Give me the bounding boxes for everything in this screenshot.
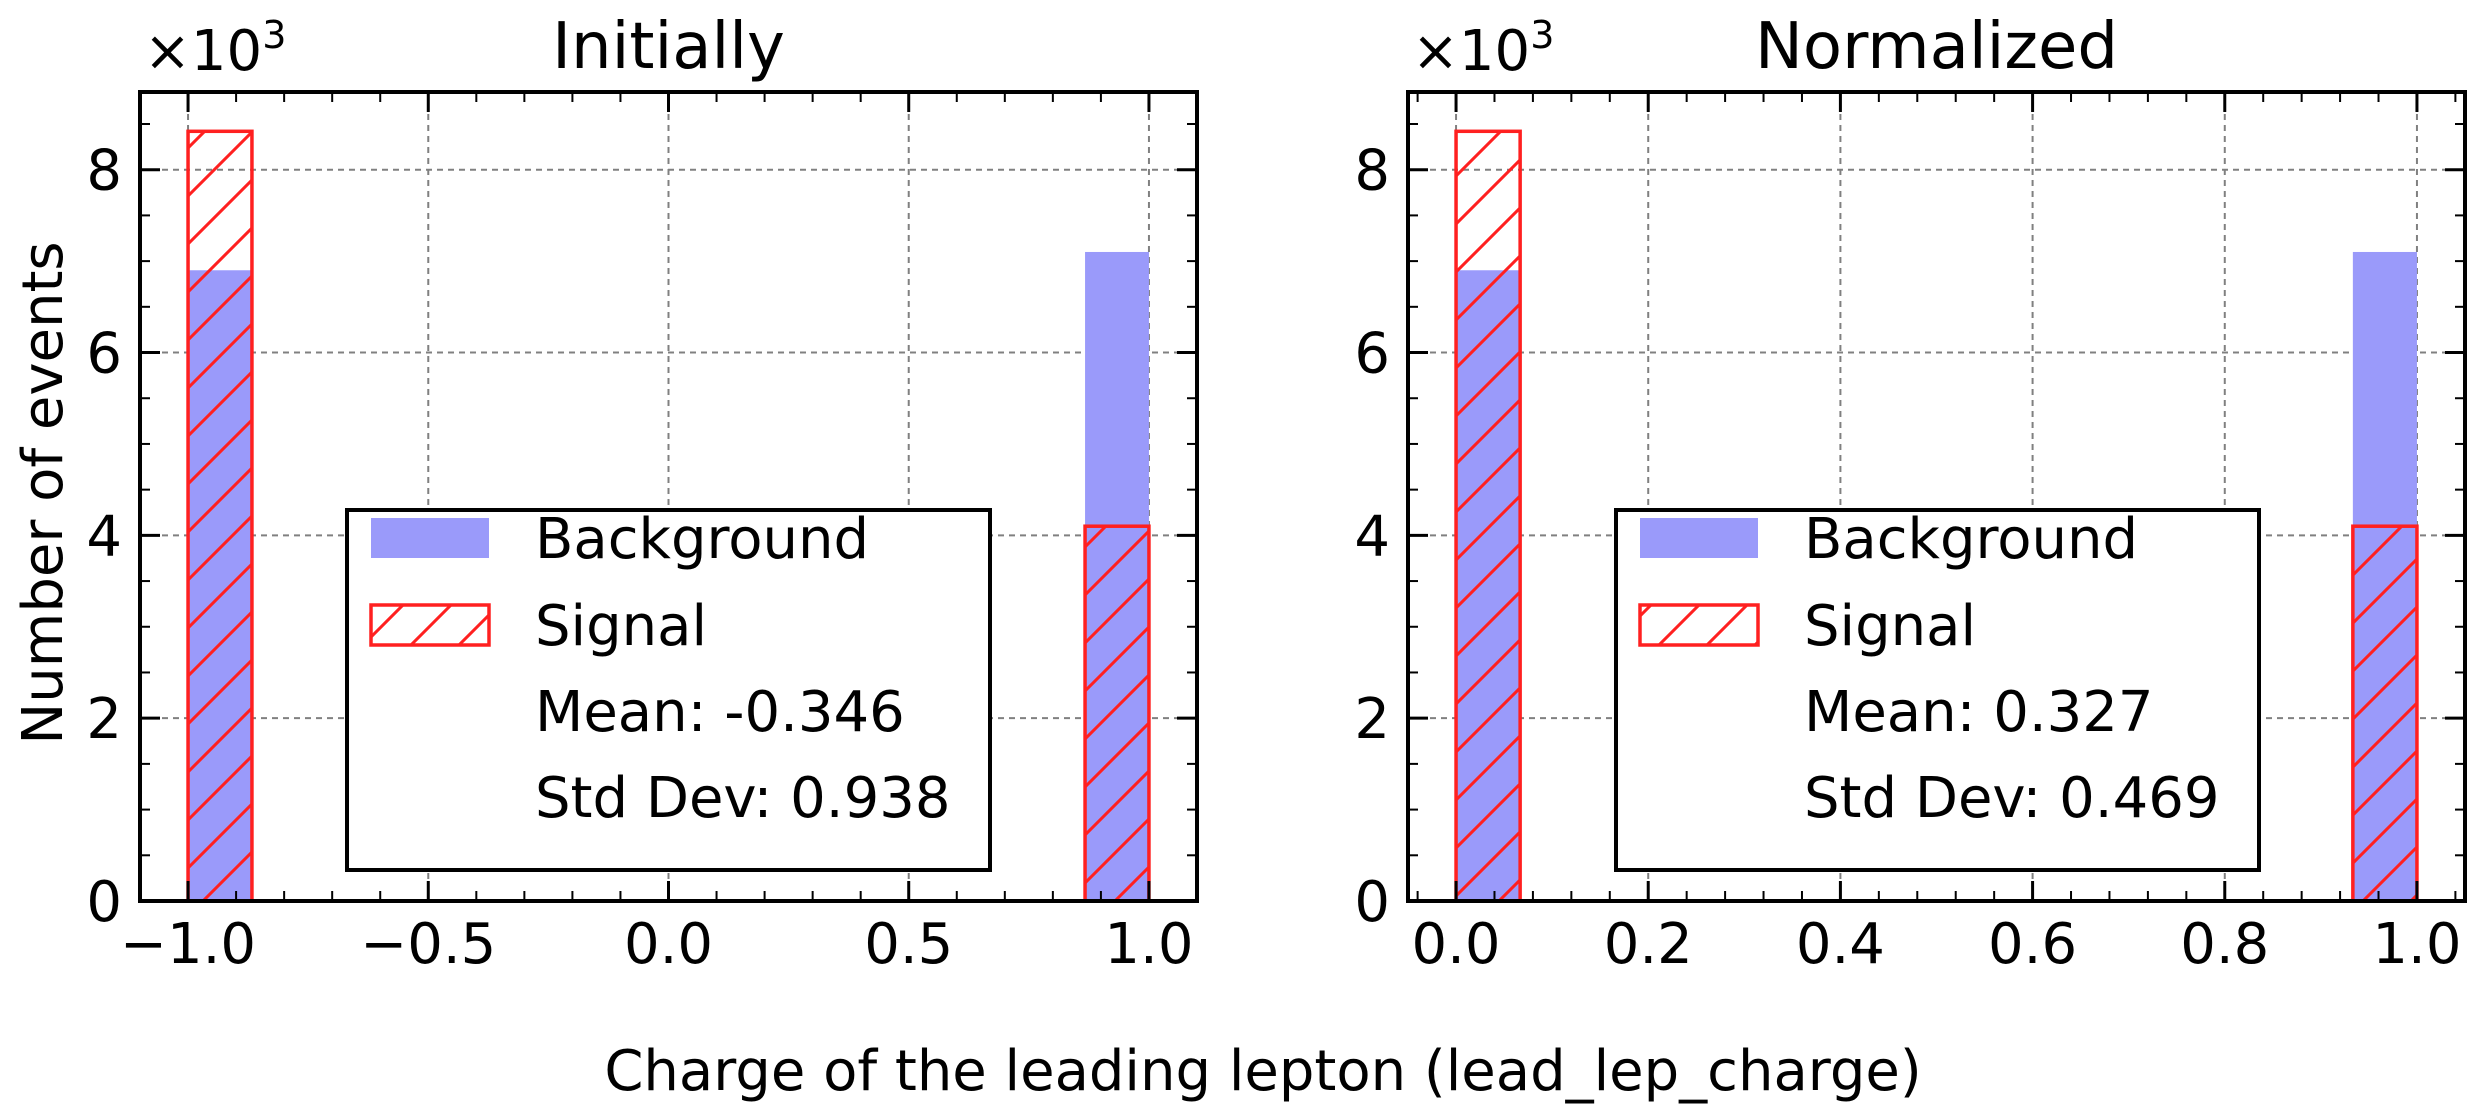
x-tick-label: 0.2 xyxy=(1604,912,1693,977)
x-tick-label: −1.0 xyxy=(120,912,256,977)
y-tick-label: 6 xyxy=(1354,322,1390,387)
signal-bar xyxy=(1083,524,1151,903)
y-tick-label: 6 xyxy=(86,322,122,387)
x-tick-label: 0.0 xyxy=(624,912,713,977)
legend-label-background: Background xyxy=(535,507,869,572)
legend-swatch-signal xyxy=(1638,603,1760,647)
legend-swatch-background xyxy=(1640,518,1758,558)
chart-title: Initially xyxy=(552,10,785,84)
y-tick-label: 0 xyxy=(1354,870,1390,935)
legend-box xyxy=(1614,508,2261,872)
chart-panel-normalized: 0.0 0.2 0.4 0.6 0.8 1.0 0 2 4 6 8 ×103 Normalized Bac… xyxy=(1354,10,2467,977)
x-tick-label: 0.5 xyxy=(864,912,953,977)
axes-frame xyxy=(1406,90,2467,903)
axes-frame xyxy=(138,90,1199,903)
y-tick-label: 8 xyxy=(1354,139,1390,204)
x-tick-label: 0.0 xyxy=(1412,912,1501,977)
y-tick-label: 8 xyxy=(86,139,122,204)
legend-label-background: Background xyxy=(1804,507,2138,572)
legend-swatch-background xyxy=(371,518,489,558)
signal-bar xyxy=(2351,524,2419,903)
legend: Background Signal Mean: 0.327 Std Dev: 0.46… xyxy=(1614,507,2261,872)
legend-stat-mean: Mean: 0.327 xyxy=(1804,680,2154,745)
chart-title: Normalized xyxy=(1755,10,2118,84)
y-axis-multiplier: ×103 xyxy=(1412,13,1554,84)
y-axis-multiplier: ×103 xyxy=(144,13,286,84)
y-axis-label: Number of events xyxy=(11,241,76,744)
x-tick-label: 0.4 xyxy=(1796,912,1885,977)
x-tick-label: 0.6 xyxy=(1988,912,2077,977)
y-tick-label: 4 xyxy=(1354,504,1390,569)
legend-box xyxy=(345,508,992,872)
legend-label-signal: Signal xyxy=(535,594,707,659)
x-tick-label: 0.8 xyxy=(2180,912,2269,977)
legend-stat-stddev: Std Dev: 0.938 xyxy=(535,766,951,831)
legend-stat-stddev: Std Dev: 0.469 xyxy=(1804,766,2220,831)
y-tick-label: 0 xyxy=(86,870,122,935)
legend-stat-mean: Mean: -0.346 xyxy=(535,680,905,745)
x-tick-label: 1.0 xyxy=(1104,912,1193,977)
y-tick-label: 2 xyxy=(1354,687,1390,752)
legend-label-signal: Signal xyxy=(1804,594,1976,659)
signal-bar xyxy=(1454,129,1522,903)
legend-swatch-signal xyxy=(369,603,491,647)
x-tick-label: −0.5 xyxy=(360,912,496,977)
x-axis-label: Charge of the leading lepton (lead_lep_c… xyxy=(604,1039,1921,1104)
legend: Background Signal Mean: -0.346 Std Dev: 0.9… xyxy=(345,507,992,872)
y-tick-label: 4 xyxy=(86,504,122,569)
x-tick-label: 1.0 xyxy=(2372,912,2461,977)
y-tick-label: 2 xyxy=(86,687,122,752)
chart-panel-initially: −1.0 −0.5 0.0 0.5 1.0 0 2 4 6 8 ×103 Initially Backg… xyxy=(86,10,1199,977)
signal-bar xyxy=(186,129,254,903)
